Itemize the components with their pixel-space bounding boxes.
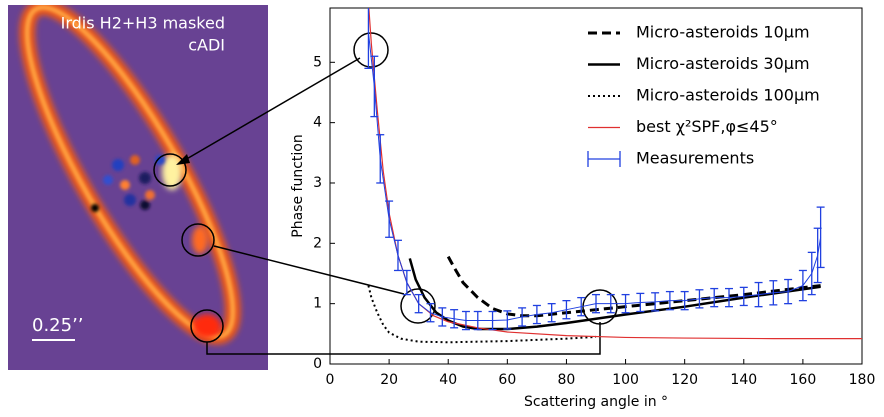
x-tick-label: 20 (380, 372, 398, 388)
error-bar (461, 310, 470, 331)
y-tick-label: 1 (313, 296, 322, 312)
series-line (367, 285, 597, 344)
disk-image: Irdis H2+H3 masked cADI 0.25’’ (8, 5, 268, 370)
series-line (367, 32, 822, 322)
x-tick-label: 140 (730, 372, 757, 388)
error-bar (503, 310, 512, 330)
error-bar (532, 304, 541, 325)
error-bar (695, 289, 704, 309)
error-bar (577, 296, 586, 317)
legend-label: Micro-asteroids 100μm (636, 86, 820, 105)
image-title: Irdis H2+H3 masked (61, 14, 225, 33)
error-bar (606, 293, 615, 314)
y-tick-label: 5 (313, 54, 322, 70)
x-tick-label: 80 (558, 372, 576, 388)
chart: 0 20 40 60 80 100 120 140 160 180 0 1 2 3 4 5 Scattering… (290, 7, 876, 410)
error-bar (665, 290, 674, 311)
plot-area (364, 8, 862, 344)
error-bar (739, 286, 748, 307)
x-tick-label: 160 (790, 372, 817, 388)
x-tick-label: 120 (671, 372, 698, 388)
error-bar (816, 206, 825, 269)
error-bar (710, 287, 719, 308)
error-bar (364, 8, 373, 69)
plot-frame (329, 7, 863, 365)
error-bar (370, 55, 379, 118)
error-bar (376, 134, 385, 184)
scale-label: 0.25’’ (32, 315, 84, 336)
x-tick-label: 60 (498, 372, 516, 388)
x-axis-label: Scattering angle in ° (524, 394, 668, 410)
error-bar (680, 290, 689, 311)
error-bar (725, 287, 733, 308)
error-bar (621, 293, 630, 314)
x-tick-label: 180 (849, 372, 876, 388)
error-bar (636, 292, 645, 313)
error-bar (547, 303, 556, 323)
legend-label: best χ²SPF,φ≤45° (636, 117, 778, 136)
error-bar (592, 293, 600, 314)
error-bar (784, 278, 793, 305)
series-line (446, 255, 821, 318)
error-bar (651, 292, 660, 312)
legend-label: Micro-asteroids 10μm (636, 23, 810, 42)
error-bar (402, 269, 411, 296)
x-tick-label: 100 (612, 372, 639, 388)
error-bar (754, 281, 763, 308)
series-line (368, 8, 862, 340)
y-axis-label: Phase function (290, 134, 306, 237)
error-bar (438, 307, 447, 327)
y-tick-label: 0 (313, 356, 322, 372)
legend-label: Measurements (636, 149, 754, 168)
error-bar (798, 269, 807, 302)
y-tick-label: 4 (313, 115, 322, 131)
error-bar (450, 309, 459, 329)
error-bar (562, 299, 571, 320)
y-tick-label: 2 (313, 235, 322, 251)
legend-label: Micro-asteroids 30μm (636, 54, 810, 73)
error-bar (807, 251, 816, 296)
error-bar (414, 293, 423, 314)
error-bar (426, 303, 435, 323)
error-bar (385, 200, 394, 238)
image-subtitle: cADI (188, 36, 225, 55)
error-bar (393, 239, 402, 272)
error-bar (769, 280, 778, 306)
error-bar (488, 310, 497, 331)
x-tick-label: 0 (326, 372, 335, 388)
x-tick-label: 40 (439, 372, 457, 388)
error-bar (518, 307, 527, 327)
error-bar (473, 310, 482, 331)
y-tick-label: 3 (313, 175, 322, 191)
